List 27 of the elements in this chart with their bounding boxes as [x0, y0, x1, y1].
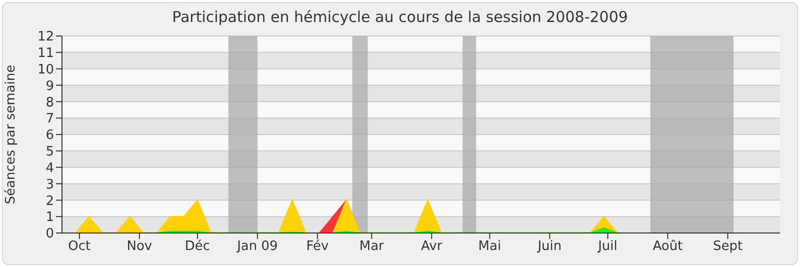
x-tick-label: Juil	[597, 239, 618, 254]
x-tick-label: Mai	[478, 239, 502, 254]
y-tick-label: 5	[46, 144, 54, 160]
y-tick-label: 7	[46, 112, 54, 127]
x-tick-label: Fév	[306, 239, 329, 254]
y-tick-label: 12	[37, 30, 54, 45]
y-tick-label: 1	[46, 210, 54, 226]
x-tick-label: Oct	[68, 239, 91, 254]
x-tick-label: Mar	[359, 239, 385, 254]
y-tick-label: 4	[46, 160, 54, 176]
x-tick-label: Avr	[421, 239, 443, 254]
x-tick-label: Déc	[184, 239, 210, 254]
y-tick-label: 3	[46, 177, 54, 192]
chart-title: Participation en hémicycle au cours de la session 2008-2009	[171, 8, 629, 26]
y-tick-label: 9	[46, 78, 54, 94]
x-tick-label: Sept	[712, 239, 743, 254]
y-tick-label: 10	[37, 62, 54, 78]
y-tick-label: 0	[46, 226, 54, 242]
x-tick-label: Nov	[126, 239, 152, 254]
x-tick-label: Août	[652, 239, 683, 254]
x-tick-label: Jan 09	[236, 239, 278, 254]
y-axis-title: Séances par semaine	[4, 64, 19, 204]
y-tick-label: 6	[46, 128, 54, 144]
y-tick-label: 8	[46, 95, 54, 110]
x-tick-label: Juin	[536, 239, 562, 254]
y-tick-label: 11	[37, 46, 54, 62]
y-tick-label: 2	[46, 194, 54, 209]
